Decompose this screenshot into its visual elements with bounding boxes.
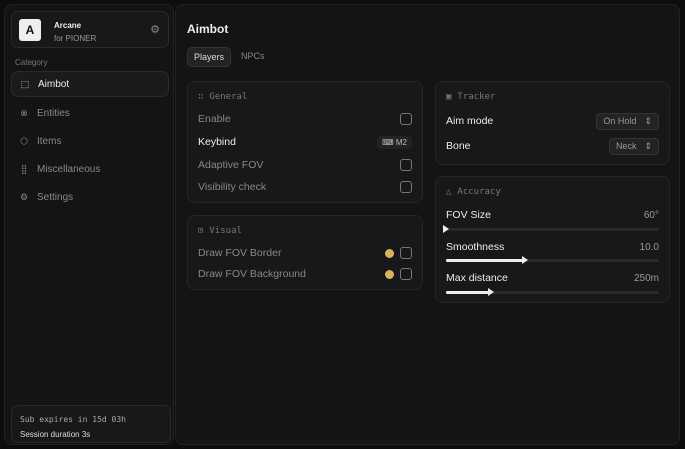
general-card: ∷ General Enable Keybind ⌨ M2 Adaptive FOV… xyxy=(187,81,423,203)
visibility-check-checkbox[interactable] xyxy=(400,181,412,193)
smoothness-slider[interactable] xyxy=(446,256,659,264)
category-label: Category xyxy=(15,58,48,67)
smoothness-value: 10.0 xyxy=(639,241,659,253)
adaptive-fov-label: Adaptive FOV xyxy=(198,159,264,171)
chevron-updown-icon: ⇕ xyxy=(644,115,652,126)
sidebar-item-label: Miscellaneous xyxy=(37,163,101,175)
grid-icon: ⣿ xyxy=(20,163,28,174)
aim-mode-label: Aim mode xyxy=(446,115,494,127)
sidebar: A Arcane for PIONER ⚙ Category ⬚ Aimbot ⊗… xyxy=(4,4,174,445)
sidebar-item-label: Entities xyxy=(37,107,70,119)
crosshair-icon: ⬚ xyxy=(20,78,30,89)
max-distance-label: Max distance xyxy=(446,272,508,284)
draw-fov-border-checkbox[interactable] xyxy=(400,247,412,259)
aim-mode-value: On Hold xyxy=(603,115,637,126)
card-title: Accuracy xyxy=(457,187,501,197)
smoothness-label: Smoothness xyxy=(446,241,505,253)
triangle-icon: △ xyxy=(446,187,452,197)
sidebar-item-label: Settings xyxy=(37,191,74,203)
bone-label: Bone xyxy=(446,140,471,152)
aim-mode-select[interactable]: On Hold ⇕ xyxy=(596,112,659,130)
bone-select[interactable]: Neck ⇕ xyxy=(608,137,659,155)
chevron-updown-icon: ⇕ xyxy=(644,140,652,151)
slider-thumb[interactable] xyxy=(487,288,494,296)
tracker-card: ▣ Tracker Aim mode On Hold ⇕ Bone Neck ⇕ xyxy=(435,81,670,165)
adaptive-fov-checkbox[interactable] xyxy=(400,159,412,171)
main-panel: Aimbot Players NPCs ∷ General Enable Keyb… xyxy=(175,4,680,445)
visual-icon: ⊡ xyxy=(198,226,204,236)
max-distance-value: 250m xyxy=(633,272,659,284)
sidebar-item-entities[interactable]: ⊗ Entities xyxy=(11,100,169,126)
app-subtitle: for PIONER xyxy=(54,34,97,43)
sidebar-item-label: Items xyxy=(37,135,62,147)
tab-npcs[interactable]: NPCs xyxy=(241,51,265,61)
tab-players[interactable]: Players xyxy=(187,47,232,67)
enable-checkbox[interactable] xyxy=(400,113,412,125)
sidebar-item-label: Aimbot xyxy=(38,78,70,90)
card-title: General xyxy=(209,92,248,102)
accuracy-card: △ Accuracy FOV Size 60° Smoothness 10.0 Max… xyxy=(435,176,670,303)
keybind-button[interactable]: ⌨ M2 xyxy=(377,135,412,149)
draw-fov-border-label: Draw FOV Border xyxy=(198,247,282,259)
sidebar-item-aimbot[interactable]: ⬚ Aimbot xyxy=(11,71,169,97)
draw-fov-background-checkbox[interactable] xyxy=(400,268,412,280)
logo: A xyxy=(19,19,41,41)
draw-fov-background-label: Draw FOV Background xyxy=(198,268,306,280)
fov-size-value: 60° xyxy=(643,209,659,221)
general-icon: ∷ xyxy=(198,92,204,102)
slider-thumb[interactable] xyxy=(521,256,528,264)
fov-size-label: FOV Size xyxy=(446,209,491,221)
box-icon: ⬡ xyxy=(20,135,28,146)
border-color-swatch[interactable] xyxy=(385,248,394,258)
enable-label: Enable xyxy=(198,113,231,125)
subscription-expiry: Sub expires in 15d 03h xyxy=(20,415,126,424)
slider-fill xyxy=(446,256,528,264)
background-color-swatch[interactable] xyxy=(385,269,394,279)
fov-size-slider[interactable] xyxy=(443,225,659,233)
app-name: Arcane xyxy=(54,21,82,30)
page-title: Aimbot xyxy=(187,22,229,36)
keyboard-icon: ⌨ xyxy=(382,137,396,147)
gear-icon: ⚙ xyxy=(19,191,29,202)
sidebar-item-miscellaneous[interactable]: ⣿ Miscellaneous xyxy=(11,156,169,182)
card-title: Visual xyxy=(209,226,242,236)
bone-value: Neck xyxy=(615,140,637,151)
sidebar-item-settings[interactable]: ⚙ Settings xyxy=(11,184,169,210)
visibility-check-label: Visibility check xyxy=(198,181,267,193)
sidebar-item-items[interactable]: ⬡ Items xyxy=(11,128,169,154)
visual-card: ⊡ Visual Draw FOV Border Draw FOV Backgro… xyxy=(187,215,423,290)
keybind-value: M2 xyxy=(395,137,407,147)
slider-fill xyxy=(446,288,494,296)
max-distance-slider[interactable] xyxy=(446,288,659,296)
tracker-icon: ▣ xyxy=(446,92,452,102)
tabs: Players NPCs xyxy=(187,47,271,67)
entities-icon: ⊗ xyxy=(20,107,28,118)
session-duration: Session duration 3s xyxy=(20,430,91,439)
slider-thumb[interactable] xyxy=(443,225,449,233)
brand-card: A Arcane for PIONER ⚙ xyxy=(11,11,169,48)
keybind-label: Keybind xyxy=(198,136,236,148)
card-title: Tracker xyxy=(457,92,496,102)
subscription-card: Sub expires in 15d 03h Session duration … xyxy=(11,405,171,443)
settings-icon[interactable]: ⚙ xyxy=(150,24,160,36)
